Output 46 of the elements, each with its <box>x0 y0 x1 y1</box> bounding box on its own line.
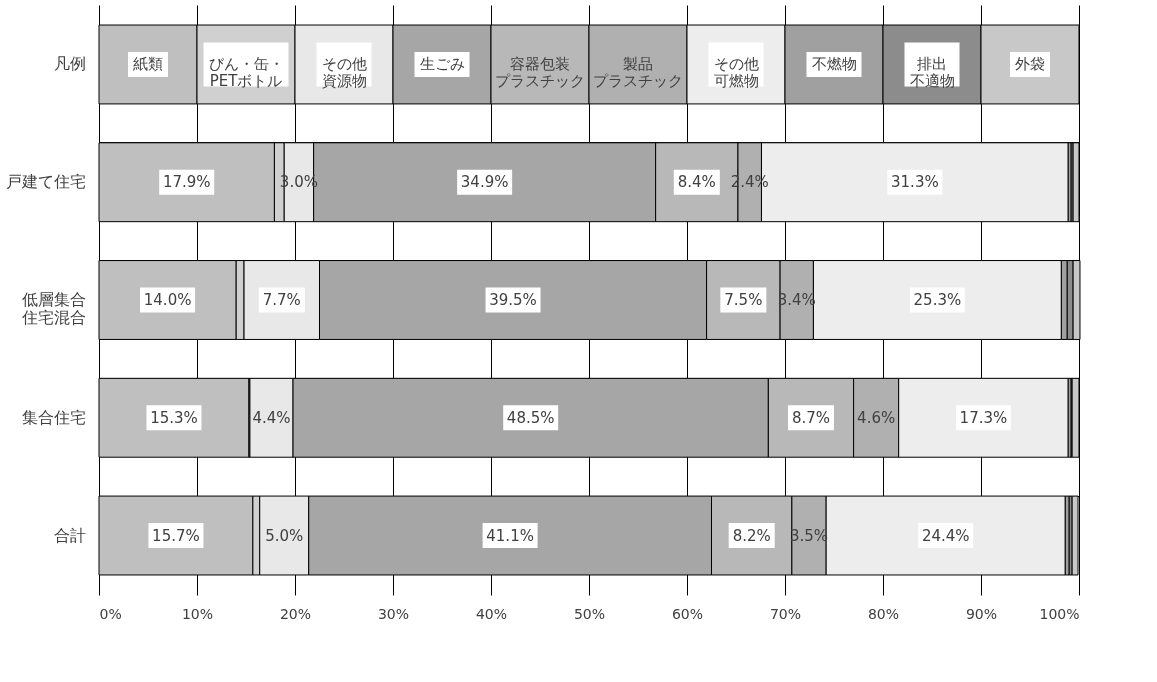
data-label: 34.9% <box>460 173 509 192</box>
x-tick-label: 90% <box>965 605 998 622</box>
x-tick-label: 0% <box>99 605 122 622</box>
series-label: 外袋 <box>1015 55 1045 74</box>
x-tick-label: 50% <box>573 605 606 622</box>
data-label: 48.5% <box>506 408 555 427</box>
x-tick-label: 80% <box>867 605 900 622</box>
y-tick-label: 戸建て住宅 <box>5 172 86 192</box>
data-label: 7.7% <box>262 291 301 309</box>
data-label: 17.3% <box>959 408 1008 427</box>
data-label: 25.3% <box>913 291 962 309</box>
x-tick-label: 40% <box>475 605 508 622</box>
data-label: 8.4% <box>677 173 716 192</box>
data-label: 39.5% <box>489 291 537 309</box>
data-label: 14.0% <box>143 291 192 309</box>
data-label: 31.3% <box>891 173 939 192</box>
y-tick-label: 集合住宅 <box>21 407 86 427</box>
y-tick-label: 凡例 <box>53 54 86 74</box>
data-label: 41.1% <box>486 526 534 545</box>
series-label: 排出不適物 <box>909 55 955 91</box>
series-label: その他資源物 <box>321 55 367 91</box>
x-tick-label: 10% <box>181 605 214 622</box>
data-label: 7.5% <box>724 291 763 309</box>
data-label: 24.4% <box>921 526 970 545</box>
y-tick-label: 低層集合住宅混合 <box>20 290 86 327</box>
x-tick-label: 100% <box>1039 605 1080 622</box>
series-label: 不燃物 <box>811 55 857 74</box>
data-label: 15.7% <box>152 526 200 545</box>
x-tick-label: 60% <box>671 605 704 622</box>
series-label: 製品プラスチック <box>593 55 683 91</box>
x-tick-label: 30% <box>377 605 410 622</box>
data-label: 8.2% <box>732 526 771 545</box>
data-label: 4.6% <box>857 408 896 427</box>
x-tick-label: 20% <box>279 605 312 622</box>
data-label: 15.3% <box>150 408 198 427</box>
series-label: びん・缶・PETボトル <box>208 55 284 91</box>
series-label: 容器包装プラスチック <box>495 55 585 91</box>
y-tick-label: 合計 <box>53 525 86 545</box>
data-label: 8.7% <box>791 408 831 427</box>
data-label: 17.9% <box>162 173 211 192</box>
series-label: 生ごみ <box>419 55 465 74</box>
data-label: 5.0% <box>265 526 304 545</box>
series-label: 紙類 <box>133 55 163 74</box>
data-label: 4.4% <box>252 408 291 427</box>
x-tick-label: 70% <box>769 605 802 622</box>
series-label: その他可燃物 <box>713 55 759 91</box>
